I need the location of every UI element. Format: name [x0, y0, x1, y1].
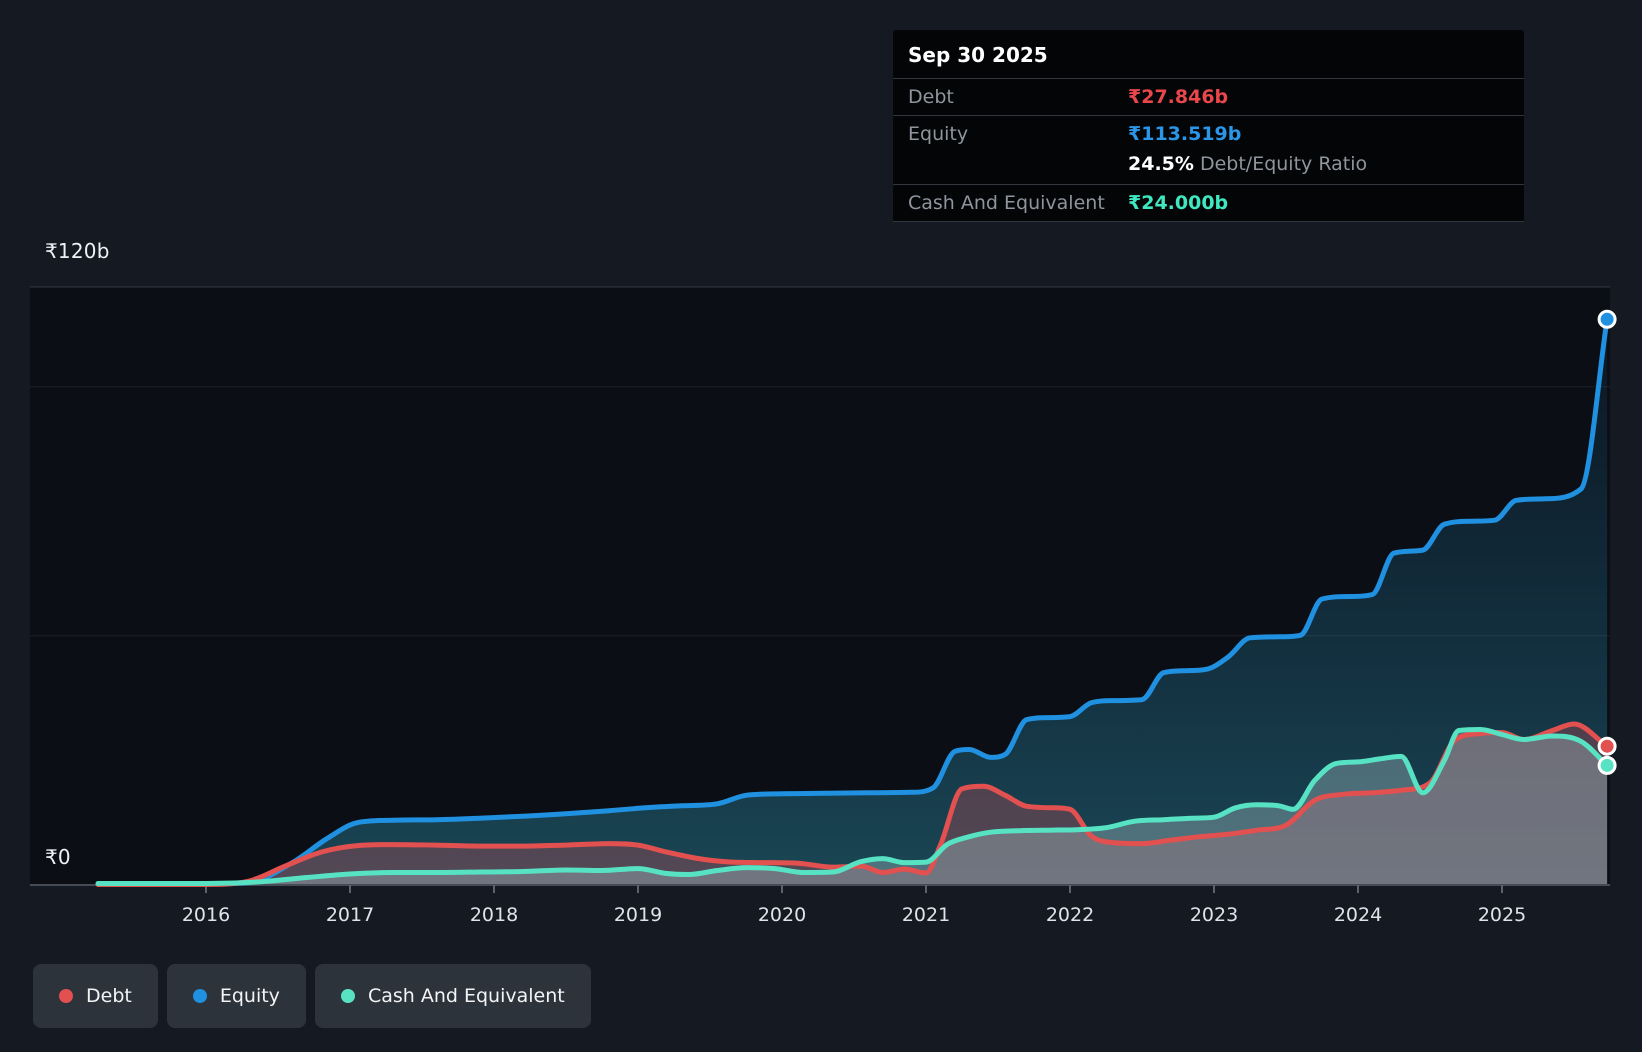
legend-item-cash-and-equivalent[interactable]: Cash And Equivalent — [314, 964, 591, 1028]
tooltip-panel: Sep 30 2025 Debt ₹27.846b Equity ₹113.519b 2… — [893, 30, 1524, 222]
tooltip-row-label: Debt — [908, 86, 954, 108]
legend-item-label: Debt — [86, 985, 132, 1007]
tooltip-section-debt: Debt ₹27.846b — [893, 79, 1524, 116]
end-markers — [1597, 309, 1617, 775]
x-axis-label: 2024 — [1334, 904, 1382, 926]
tooltip-row-value: ₹27.846b — [1128, 86, 1229, 108]
tooltip-ratio-row: 24.5% Debt/Equity Ratio — [893, 152, 1524, 184]
equity-end-marker — [1597, 309, 1617, 329]
x-axis-label: 2025 — [1478, 904, 1526, 926]
y-axis-label-max: ₹120b — [45, 239, 110, 263]
debt-area — [98, 724, 1608, 885]
tooltip-row-value: ₹113.519b — [1128, 123, 1242, 145]
x-axis-label: 2018 — [470, 904, 518, 926]
equity-line — [95, 316, 1610, 887]
x-axis-label: 2020 — [758, 904, 806, 926]
debt-equity-chart[interactable]: 2016 2017 2018 2019 2020 2021 2022 2023 2024 2025 — [0, 0, 1642, 940]
chart-body: 2016 2017 2018 2019 2020 2021 2022 2023 2024 2025 — [30, 286, 1617, 926]
legend: Debt Equity Cash And Equivalent — [33, 964, 591, 1028]
debt-equity-ratio-value: 24.5% — [1128, 153, 1194, 175]
x-axis: 2016 2017 2018 2019 2020 2021 2022 2023 2024 2025 — [182, 885, 1526, 926]
x-axis-label: 2019 — [614, 904, 662, 926]
tooltip-section-equity: Equity ₹113.519b 24.5% Debt/Equity Ratio — [893, 116, 1524, 185]
cash-and-equivalent-end-marker — [1597, 755, 1617, 775]
tooltip-row: Equity ₹113.519b — [893, 116, 1524, 152]
x-axis-label: 2022 — [1046, 904, 1094, 926]
cash-and-equivalent-area — [98, 729, 1608, 885]
legend-item-label: Equity — [219, 985, 280, 1007]
tooltip-row: Debt ₹27.846b — [893, 79, 1524, 115]
tooltip-row-label: Cash And Equivalent — [908, 192, 1105, 214]
tooltip-row-value: ₹24.000b — [1128, 192, 1229, 214]
tooltip-row-label: Equity — [908, 123, 969, 145]
gridlines — [30, 286, 1610, 886]
tooltip-row: Cash And Equivalent ₹24.000b — [893, 185, 1524, 221]
debt-equity-ratio-label: Debt/Equity Ratio — [1193, 153, 1368, 175]
debt-end-marker — [1597, 736, 1617, 756]
series-lines — [95, 316, 1610, 887]
y-axis-label-zero: ₹0 — [45, 845, 71, 869]
x-axis-label: 2021 — [902, 904, 950, 926]
legend-item-debt[interactable]: Debt — [33, 964, 158, 1028]
x-axis-label: 2023 — [1190, 904, 1238, 926]
cash-and-equivalent-line — [95, 727, 1610, 886]
tooltip-section-cash-and-equivalent: Cash And Equivalent ₹24.000b — [893, 185, 1524, 222]
x-axis-label: 2017 — [326, 904, 374, 926]
series-areas — [98, 319, 1608, 885]
legend-dot-icon — [59, 989, 73, 1003]
x-axis-label: 2016 — [182, 904, 230, 926]
equity-area — [98, 319, 1608, 885]
tooltip-rows: Debt ₹27.846b Equity ₹113.519b 24.5% Debt/Eq… — [893, 79, 1524, 222]
legend-item-equity[interactable]: Equity — [166, 964, 306, 1028]
legend-item-label: Cash And Equivalent — [367, 985, 565, 1007]
legend-dot-icon — [340, 989, 355, 1003]
tooltip-date: Sep 30 2025 — [893, 30, 1524, 79]
legend-dot-icon — [192, 989, 207, 1003]
debt-line — [95, 721, 1610, 887]
